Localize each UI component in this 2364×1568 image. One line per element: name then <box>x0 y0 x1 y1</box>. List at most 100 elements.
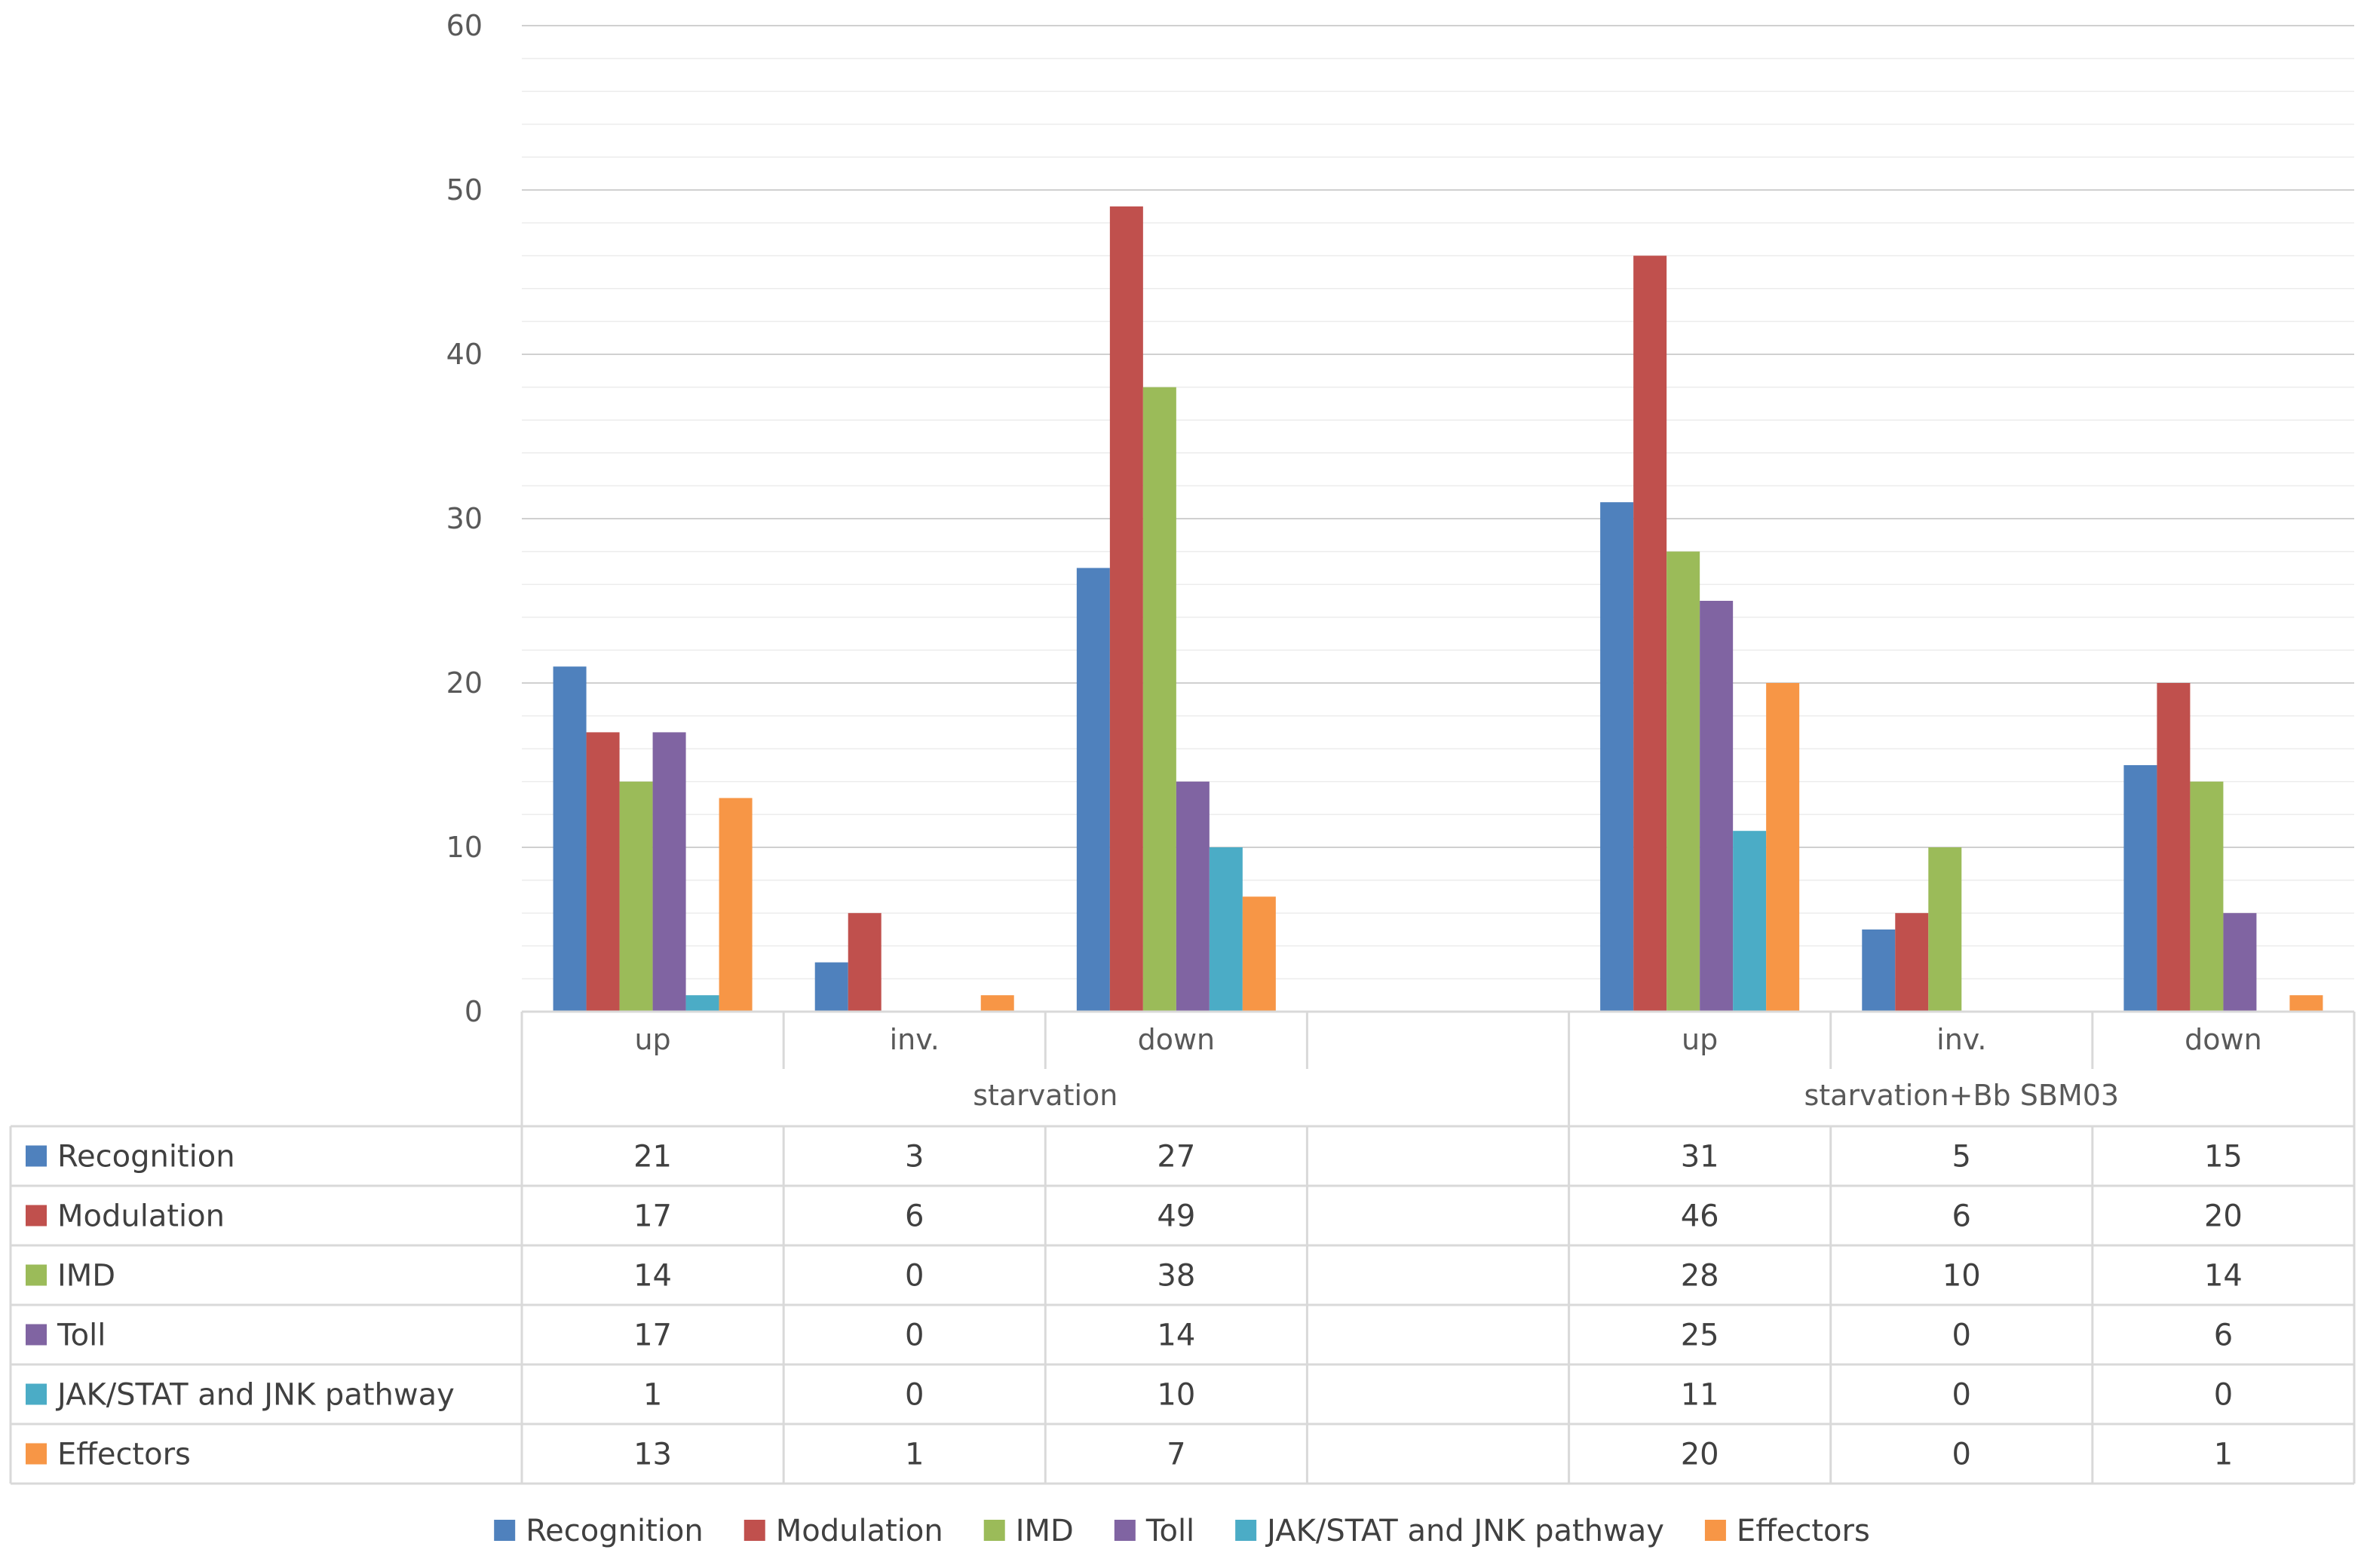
table-cell: 6 <box>1952 1199 1971 1234</box>
bar-imd-5 <box>1928 847 1962 1012</box>
table-cell: 46 <box>1681 1199 1719 1234</box>
y-tick-label: 40 <box>446 338 483 371</box>
table-cell: 0 <box>1952 1438 1971 1472</box>
table-cell: 14 <box>633 1259 672 1294</box>
table-cell: 17 <box>633 1199 672 1234</box>
group-label: starvation <box>973 1079 1118 1112</box>
table-cell: 1 <box>2214 1438 2233 1472</box>
row-legend-key <box>26 1264 47 1286</box>
table-cell: 6 <box>2214 1318 2233 1353</box>
category-label: inv. <box>1936 1023 1986 1056</box>
bar-imd-6 <box>2190 781 2224 1012</box>
category-label: up <box>1682 1023 1718 1056</box>
table-cell: 14 <box>1157 1318 1195 1353</box>
bar-effectors-6 <box>2289 995 2323 1012</box>
table-cell: 11 <box>1681 1378 1719 1413</box>
row-legend-key <box>26 1145 47 1167</box>
y-tick-label: 20 <box>446 666 483 700</box>
table-cell: 49 <box>1157 1199 1195 1234</box>
table-row-label: JAK/STAT and JNK pathway <box>55 1378 455 1413</box>
table-cell: 0 <box>1952 1318 1971 1353</box>
bar-jak-stat-and-jnk-pathway-2 <box>1209 847 1243 1012</box>
legend-entry: Toll <box>1145 1514 1194 1548</box>
table-cell: 38 <box>1157 1259 1195 1294</box>
bar-toll-4 <box>1700 601 1734 1012</box>
y-tick-label: 10 <box>446 831 483 864</box>
bar-toll-2 <box>1176 781 1210 1012</box>
table-cell: 0 <box>2214 1378 2233 1413</box>
bars <box>553 206 2323 1012</box>
row-legend-key <box>26 1205 47 1227</box>
bar-recognition-2 <box>1076 568 1110 1012</box>
row-legend-key <box>26 1383 47 1405</box>
bar-effectors-4 <box>1766 683 1800 1012</box>
table-cell: 7 <box>1167 1438 1185 1472</box>
legend-entry: Effectors <box>1737 1514 1870 1548</box>
bar-toll-0 <box>652 732 686 1012</box>
bar-recognition-4 <box>1600 502 1634 1012</box>
table-row-label: IMD <box>57 1259 115 1294</box>
bar-modulation-4 <box>1633 256 1667 1012</box>
table-cell: 28 <box>1681 1259 1719 1294</box>
y-tick-label: 30 <box>446 502 483 535</box>
y-tick-label: 60 <box>446 9 483 42</box>
bar-effectors-0 <box>719 798 753 1012</box>
y-tick-label: 50 <box>446 173 483 207</box>
legend-key <box>1704 1520 1726 1541</box>
bar-imd-2 <box>1142 387 1176 1012</box>
data-table: up inv. down up inv. down starvation starvation… <box>9 1010 2356 1485</box>
legend-entry: Recognition <box>526 1514 704 1548</box>
table-cell: 31 <box>1681 1140 1719 1174</box>
table-cell: 0 <box>905 1318 924 1353</box>
bar-modulation-5 <box>1895 913 1929 1012</box>
table-cell: 14 <box>2204 1259 2243 1294</box>
bar-modulation-6 <box>2157 683 2191 1012</box>
table-cell: 5 <box>1952 1140 1971 1174</box>
table-cell: 15 <box>2204 1140 2243 1174</box>
y-axis: 0 10 20 30 40 50 60 <box>446 9 483 1028</box>
bar-imd-0 <box>619 781 653 1012</box>
bar-recognition-1 <box>814 962 848 1012</box>
table-cell: 1 <box>643 1378 662 1413</box>
table-row-label: Recognition <box>57 1140 235 1174</box>
legend-entry: Modulation <box>776 1514 943 1548</box>
y-tick-label: 0 <box>465 995 483 1028</box>
bar-jak-stat-and-jnk-pathway-0 <box>685 995 719 1012</box>
legend-key <box>1235 1520 1257 1541</box>
bar-recognition-0 <box>553 666 587 1012</box>
table-cell: 0 <box>1952 1378 1971 1413</box>
category-label: down <box>2185 1023 2262 1056</box>
table-cell: 25 <box>1681 1318 1719 1353</box>
bar-recognition-6 <box>2123 765 2157 1012</box>
category-label: inv. <box>890 1023 940 1056</box>
table-row-label: Toll <box>57 1318 106 1353</box>
bar-effectors-2 <box>1242 896 1276 1012</box>
category-label: up <box>634 1023 670 1056</box>
table-cell: 6 <box>905 1199 924 1234</box>
table-row-label: Effectors <box>57 1438 191 1472</box>
gridlines <box>522 25 2354 1012</box>
bar-effectors-1 <box>980 995 1014 1012</box>
legend-key <box>983 1520 1005 1541</box>
table-cell: 17 <box>633 1318 672 1353</box>
bar-modulation-1 <box>848 913 882 1012</box>
legend-key <box>494 1520 516 1541</box>
bar-modulation-2 <box>1109 206 1143 1012</box>
row-legend-key <box>26 1324 47 1346</box>
legend-entry: JAK/STAT and JNK pathway <box>1265 1514 1664 1548</box>
table-cell: 13 <box>633 1438 672 1472</box>
table-cell: 3 <box>905 1140 924 1174</box>
category-label: down <box>1138 1023 1216 1056</box>
table-cell: 27 <box>1157 1140 1195 1174</box>
table-row-label: Modulation <box>57 1199 225 1234</box>
bar-imd-4 <box>1666 551 1700 1012</box>
bar-recognition-5 <box>1862 929 1896 1012</box>
bar-jak-stat-and-jnk-pathway-4 <box>1733 831 1767 1012</box>
table-cell: 0 <box>905 1259 924 1294</box>
group-label: starvation+Bb SBM03 <box>1804 1079 2119 1112</box>
table-cell: 20 <box>1681 1438 1719 1472</box>
bar-toll-6 <box>2223 913 2257 1012</box>
table-cell: 21 <box>633 1140 672 1174</box>
row-legend-key <box>26 1443 47 1465</box>
